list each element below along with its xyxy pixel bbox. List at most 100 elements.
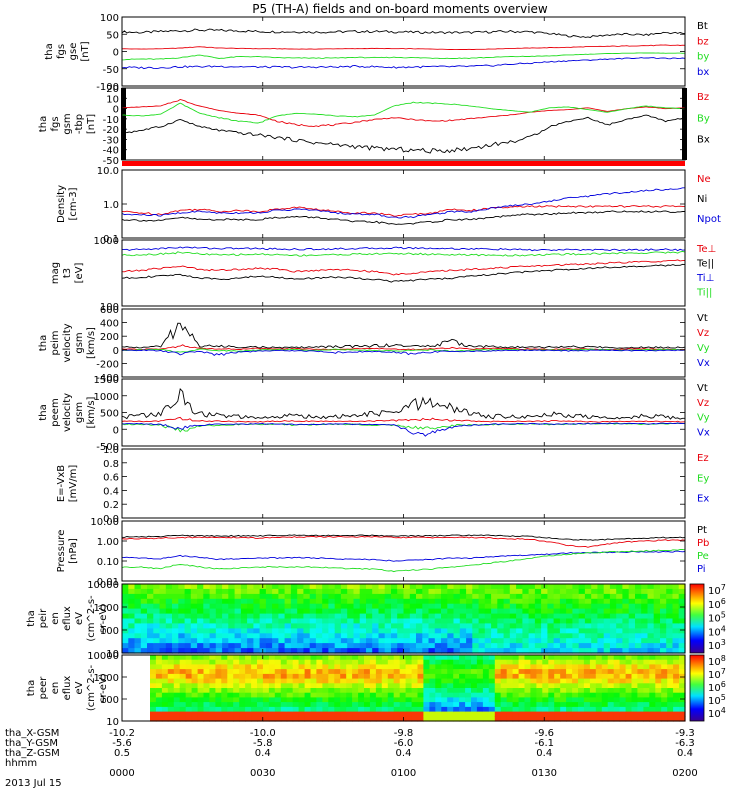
spectrogram-cell (572, 683, 579, 689)
spectrogram-cell (434, 598, 442, 605)
spectrogram-peir_eflux (122, 584, 686, 654)
spectrogram-cell (378, 618, 386, 624)
spectrogram-cell (500, 692, 508, 698)
spectrogram-cell (497, 628, 505, 634)
legend-entry: Ex (697, 494, 709, 505)
spectrogram-cell (478, 598, 486, 605)
spectrogram-cell (447, 613, 455, 620)
spectrogram-cell (559, 638, 567, 644)
spectrogram-cell (178, 643, 186, 649)
spectrogram-cell (278, 633, 286, 639)
y-tick-label: 0.2 (103, 500, 119, 511)
spectrogram-cell (239, 669, 246, 675)
spectrogram-cell (516, 593, 523, 600)
spectrogram-cell (534, 613, 542, 620)
spectrogram-cell (647, 603, 655, 610)
y-tick-label: 100 (100, 626, 119, 637)
legend-entry: Vz (697, 398, 709, 409)
spectrogram-cell (666, 598, 674, 605)
spectrogram-cell (153, 603, 161, 610)
spectrogram-cell (497, 633, 505, 639)
spectrogram-cell (366, 613, 373, 620)
spectrogram-cell (560, 711, 567, 717)
spectrogram-cell (378, 648, 386, 654)
spectrogram-cell (310, 711, 317, 717)
spectrogram-cell (197, 603, 204, 610)
spectrogram-cell (286, 711, 294, 717)
spectrogram-cell (352, 697, 359, 703)
spectrogram-cell (591, 588, 599, 595)
spectrogram-cell (607, 697, 615, 703)
spectrogram-cell (441, 664, 448, 670)
spectrogram-cell (512, 669, 520, 675)
spectrogram-cell (453, 608, 461, 615)
spectrogram-cell (292, 669, 300, 675)
time-tick-label: 0130 (532, 768, 557, 779)
spectrogram-cell (595, 688, 603, 694)
spectrogram-cell (375, 669, 383, 675)
spectrogram-cell (150, 673, 157, 680)
spectrogram-cell (476, 664, 484, 670)
spectrogram-cell (209, 692, 216, 698)
y-axis-label-line: en (50, 612, 61, 625)
spectrogram-cell (524, 673, 531, 680)
spectrogram-cell (409, 633, 417, 639)
spectrogram-cell (478, 613, 486, 620)
spectrogram-cell (184, 648, 192, 654)
spectrogram-cell (524, 655, 531, 661)
spectrogram-cell (387, 673, 395, 680)
spectrogram-cell (322, 608, 330, 615)
spectrogram-cell (222, 638, 229, 644)
spectrogram-cell (197, 643, 204, 649)
series-line-red (121, 99, 686, 128)
spectrogram-cell (191, 655, 199, 661)
spectrogram-cell (240, 603, 248, 610)
spectrogram-cell (553, 648, 561, 654)
spectrogram-cell (153, 613, 161, 620)
spectrogram-cell (591, 623, 599, 629)
spectrogram-cell (572, 628, 580, 634)
spectrogram-cell (209, 628, 217, 634)
spectrogram-cell (423, 664, 430, 670)
spectrogram-cell (178, 603, 186, 610)
spectrogram-cell (548, 711, 555, 717)
spectrogram-cell (292, 688, 300, 694)
spectrogram-cell (290, 618, 298, 624)
y-axis-label-line: eflux (62, 676, 73, 701)
spectrogram-cell (165, 584, 173, 590)
spectrogram-cell (304, 688, 312, 694)
spectrogram-cell (559, 623, 567, 629)
y-tick-label: 1000 (94, 673, 119, 684)
spectrogram-cell (387, 716, 395, 722)
spectrogram-cell (566, 618, 573, 624)
spectrogram-cell (607, 711, 615, 717)
spectrogram-cell (393, 711, 401, 717)
spectrogram-cell (309, 643, 317, 649)
spectrogram-cell (366, 648, 373, 654)
legend-entry: By (697, 113, 710, 124)
spectrogram-cell (423, 692, 430, 698)
spectrogram-cell (405, 716, 413, 722)
spectrogram-cell (607, 688, 615, 694)
spectrogram-cell (536, 664, 543, 670)
spectrogram-cell (459, 716, 466, 722)
spectrogram-cell (559, 588, 567, 595)
spectrogram-cell (416, 608, 423, 615)
spectrogram-cell (500, 678, 508, 684)
spectrogram-cell (512, 659, 520, 665)
spectrogram-cell (589, 688, 597, 694)
spectrogram-cell (660, 638, 667, 644)
spectrogram-cell (334, 669, 341, 675)
spectrogram-cell (140, 648, 148, 654)
spectrogram-cell (203, 608, 211, 615)
spectrogram-cell (641, 608, 649, 615)
spectrogram-cell (673, 664, 680, 670)
spectrogram-cell (491, 633, 498, 639)
spectrogram-cell (553, 584, 561, 590)
spectrogram-cell (491, 584, 498, 590)
spectrogram-cell (286, 659, 294, 665)
spectrogram-cell (173, 688, 181, 694)
spectrogram-cell (247, 613, 254, 620)
spectrogram-cell (497, 623, 505, 629)
ephemeris-value: -5.8 (253, 738, 273, 749)
